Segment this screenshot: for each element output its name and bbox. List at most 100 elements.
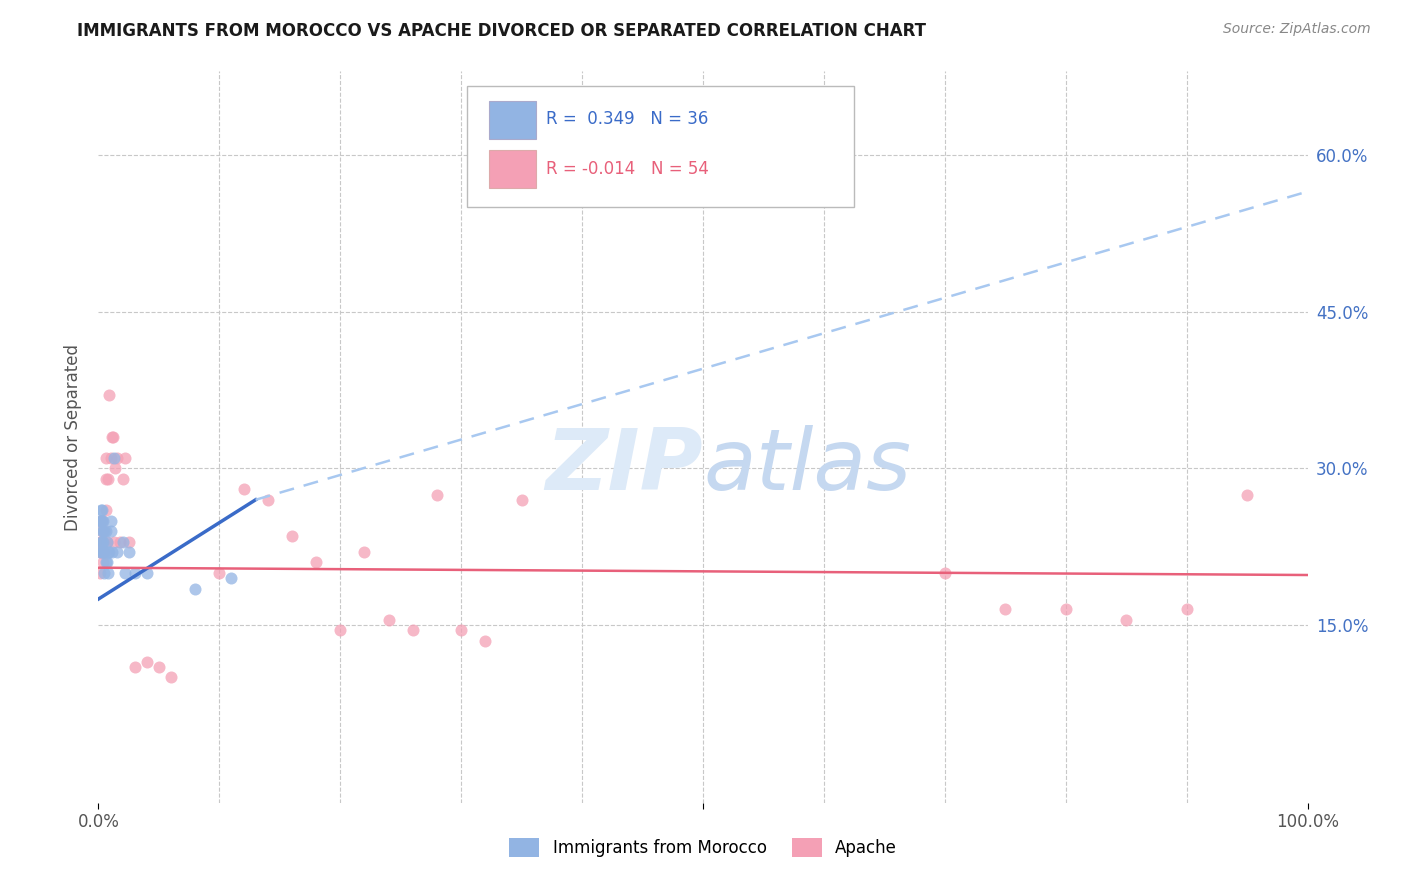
Point — [98, 545, 121, 559]
Point — [184, 582, 207, 596]
Point — [93, 566, 115, 580]
Point — [91, 524, 114, 538]
Text: atlas: atlas — [703, 425, 911, 508]
Point — [208, 566, 231, 580]
Point — [256, 492, 278, 507]
Point — [510, 492, 533, 507]
Text: ZIP: ZIP — [546, 425, 703, 508]
Point — [90, 514, 112, 528]
Point — [90, 534, 112, 549]
Point — [118, 534, 141, 549]
Point — [108, 534, 131, 549]
FancyBboxPatch shape — [489, 151, 536, 188]
Point — [91, 514, 114, 528]
Point — [97, 566, 120, 580]
Point — [105, 545, 128, 559]
Point — [111, 534, 134, 549]
Point — [89, 545, 111, 559]
Point — [91, 534, 114, 549]
Point — [148, 660, 170, 674]
Point — [100, 430, 122, 444]
Point — [91, 556, 114, 570]
Point — [91, 514, 114, 528]
Text: Source: ZipAtlas.com: Source: ZipAtlas.com — [1223, 22, 1371, 37]
Point — [91, 545, 114, 559]
Point — [94, 503, 117, 517]
Point — [91, 524, 114, 538]
Point — [450, 624, 472, 638]
Point — [100, 545, 122, 559]
Point — [97, 472, 120, 486]
Point — [101, 430, 124, 444]
Point — [103, 534, 125, 549]
Text: R = -0.014   N = 54: R = -0.014 N = 54 — [546, 160, 709, 178]
Point — [118, 545, 141, 559]
FancyBboxPatch shape — [467, 86, 855, 207]
Point — [89, 534, 111, 549]
Point — [353, 545, 375, 559]
Point — [474, 633, 496, 648]
Point — [100, 514, 122, 528]
Point — [91, 534, 114, 549]
Point — [114, 566, 136, 580]
Point — [114, 450, 136, 465]
Point — [103, 450, 125, 465]
Point — [94, 524, 117, 538]
Point — [329, 624, 352, 638]
Point — [221, 571, 243, 585]
Point — [1054, 602, 1077, 616]
Point — [93, 524, 115, 538]
Point — [100, 524, 122, 538]
Point — [100, 450, 122, 465]
Y-axis label: Divorced or Separated: Divorced or Separated — [65, 343, 83, 531]
Point — [104, 461, 127, 475]
Point — [93, 524, 115, 538]
Text: IMMIGRANTS FROM MOROCCO VS APACHE DIVORCED OR SEPARATED CORRELATION CHART: IMMIGRANTS FROM MOROCCO VS APACHE DIVORC… — [77, 22, 927, 40]
Point — [96, 534, 118, 549]
Point — [377, 613, 399, 627]
Point — [1115, 613, 1137, 627]
Point — [91, 545, 114, 559]
Point — [124, 566, 146, 580]
Point — [934, 566, 956, 580]
Point — [91, 545, 114, 559]
Point — [94, 472, 117, 486]
Point — [89, 514, 111, 528]
Point — [90, 534, 112, 549]
Point — [111, 472, 134, 486]
Point — [94, 556, 117, 570]
Point — [96, 534, 118, 549]
Point — [90, 514, 112, 528]
Point — [98, 388, 121, 402]
Point — [160, 670, 183, 684]
Point — [305, 556, 328, 570]
Point — [91, 534, 114, 549]
Point — [89, 545, 111, 559]
Point — [1236, 487, 1258, 501]
Point — [90, 503, 112, 517]
Point — [89, 566, 111, 580]
Point — [91, 503, 114, 517]
Point — [281, 529, 304, 543]
Point — [93, 545, 115, 559]
FancyBboxPatch shape — [489, 101, 536, 138]
Point — [402, 624, 425, 638]
Point — [105, 450, 128, 465]
Point — [135, 566, 157, 580]
Point — [232, 483, 254, 497]
Point — [90, 545, 112, 559]
Text: R =  0.349   N = 36: R = 0.349 N = 36 — [546, 110, 709, 128]
Legend: Immigrants from Morocco, Apache: Immigrants from Morocco, Apache — [502, 831, 904, 864]
Point — [94, 450, 117, 465]
Point — [91, 524, 114, 538]
Point — [93, 545, 115, 559]
Point — [426, 487, 449, 501]
Point — [97, 545, 120, 559]
Point — [124, 660, 146, 674]
Point — [994, 602, 1017, 616]
Point — [91, 514, 114, 528]
Point — [91, 534, 114, 549]
Point — [135, 655, 157, 669]
Point — [91, 545, 114, 559]
Point — [96, 556, 118, 570]
